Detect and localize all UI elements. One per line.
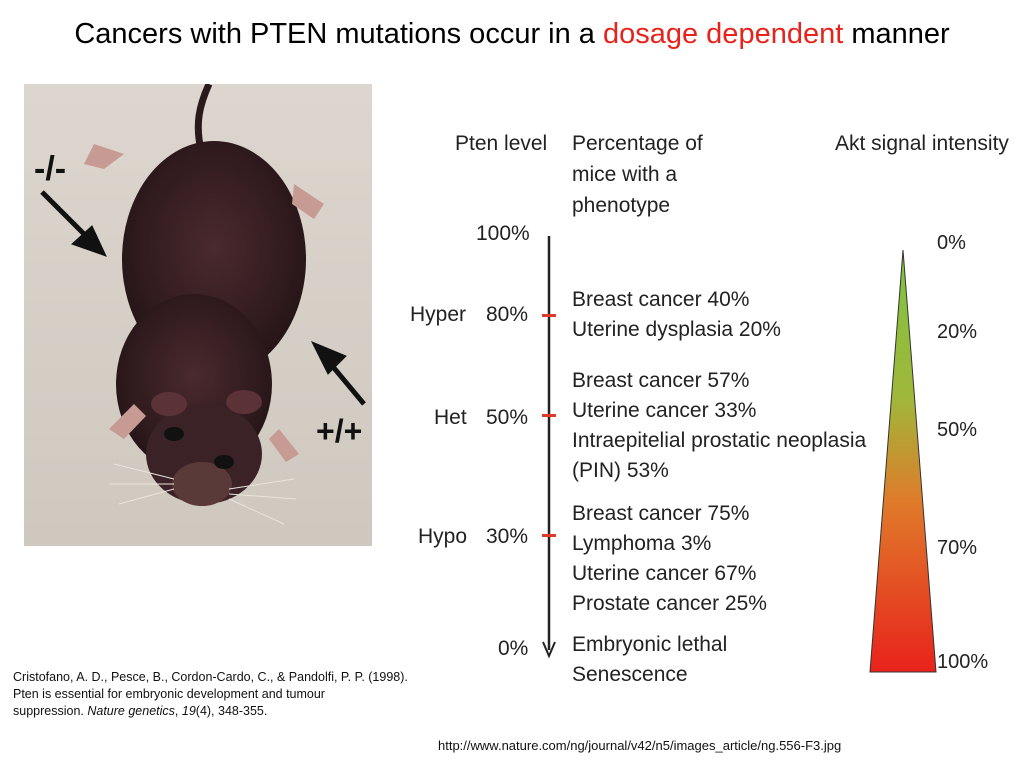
phenotype-item: Breast cancer 40% [572,288,750,311]
pten-level-header: Pten level [455,132,548,155]
phenotype-item: Uterine dysplasia 20% [572,318,781,341]
title-suffix: manner [851,18,950,50]
level-pct-0: 0% [498,637,529,660]
level-pct-80: 80% [486,303,529,326]
source-url: http://www.nature.com/ng/journal/v42/n5/… [438,738,842,753]
citation-line: Pten is essential for embryonic developm… [13,687,325,701]
akt-label-0: 0% [937,232,966,254]
citation-journal: Nature genetics [87,704,175,718]
phenotypes-het: Breast cancer 57% Uterine cancer 33% Int… [572,366,866,486]
level-name-hyper: Hyper [410,303,467,326]
phenotype-item: Intraepitelial prostatic neoplasia [572,429,867,452]
phenotype-item: Breast cancer 57% [572,369,750,392]
percentage-header: Percentage of mice with a phenotype [572,128,703,221]
akt-header: Akt signal intensity [835,132,1009,155]
citation: Cristofano, A. D., Pesce, B., Cordon-Car… [13,669,473,720]
phenotypes-hypo: Breast cancer 75% Lymphoma 3% Uterine ca… [572,499,767,619]
percentage-header-line: phenotype [572,194,671,217]
phenotypes-null: Embryonic lethal Senescence [572,630,727,690]
level-tick-hyper [542,314,556,317]
wildtype-label: +/+ [316,413,362,449]
akt-gradient-triangle [869,249,937,673]
level-tick-het [542,414,556,417]
level-pct-100: 100% [476,222,530,245]
knockout-label: -/- [34,150,66,188]
level-name-hypo: Hypo [418,525,468,548]
mouse-photo: -/- +/+ [24,84,372,546]
citation-line: suppression. Nature genetics, 19(4), 348… [13,703,473,720]
percentage-header-line: Percentage of [572,132,703,155]
phenotype-item: Embryonic lethal [572,633,728,656]
phenotype-item: Senescence [572,663,688,686]
phenotype-item: Prostate cancer 25% [572,592,767,615]
phenotypes-hyper: Breast cancer 40% Uterine dysplasia 20% [572,285,781,345]
level-pct-50: 50% [486,406,529,429]
slide-title: Cancers with PTEN mutations occur in a d… [0,18,1024,51]
level-pct-30: 30% [486,525,529,548]
akt-label-100: 100% [937,651,989,673]
phenotype-item: Lymphoma 3% [572,532,712,555]
pten-axis-arrow [542,236,556,659]
phenotype-item: Uterine cancer 33% [572,399,757,422]
level-name-het: Het [434,406,467,429]
mouse-illustration: -/- +/+ [24,84,372,546]
level-tick-hypo [542,534,556,537]
citation-line: Cristofano, A. D., Pesce, B., Cordon-Car… [13,670,408,684]
phenotype-item: Uterine cancer 67% [572,562,757,585]
phenotype-item: (PIN) 53% [572,459,669,482]
percentage-header-line: mice with a [572,163,678,186]
citation-sep: , [174,704,182,718]
akt-label-70: 70% [937,537,978,559]
citation-rest: (4), 348-355. [195,704,268,718]
akt-label-20: 20% [937,321,978,343]
title-highlight: dosage dependent [602,18,844,50]
title-prefix: Cancers with PTEN mutations occur in a [74,18,595,50]
citation-volume: 19 [181,704,196,718]
citation-text: suppression. [13,704,88,718]
akt-label-50: 50% [937,419,978,441]
phenotype-item: Breast cancer 75% [572,502,750,525]
